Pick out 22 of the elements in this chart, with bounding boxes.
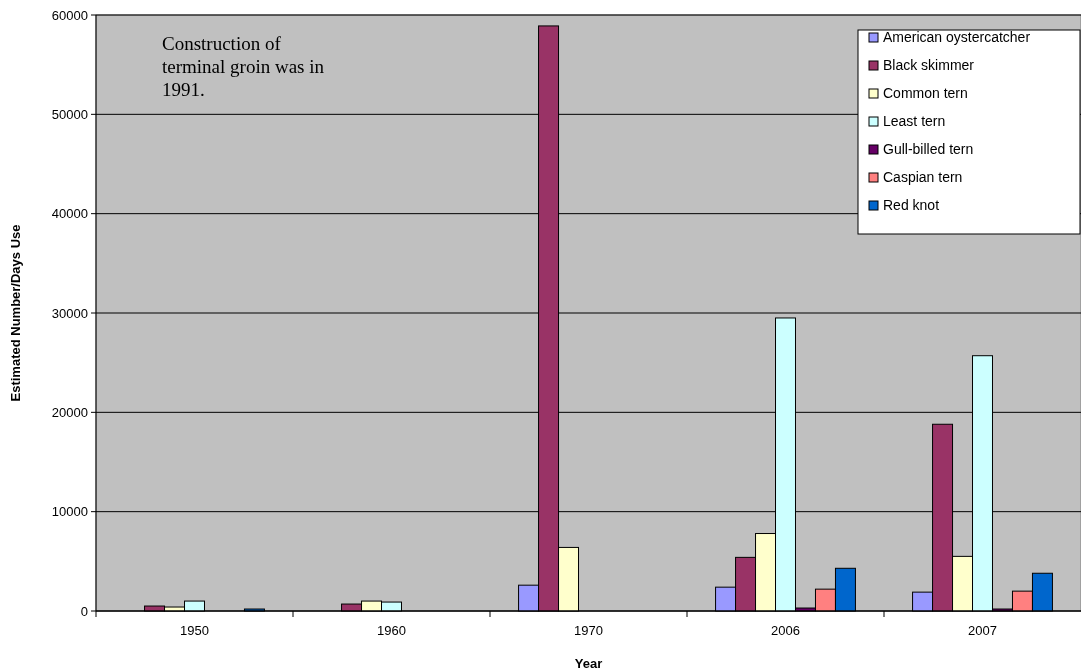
y-tick-label: 10000 — [51, 504, 88, 520]
legend-label: Black skimmer — [883, 57, 975, 73]
y-tick-label: 40000 — [51, 206, 88, 222]
x-tick-label: 1970 — [574, 623, 603, 638]
legend-label: Least tern — [883, 113, 946, 129]
legend-label: Caspian tern — [883, 169, 963, 185]
annotation: Construction of terminal groin was in 1991. — [162, 33, 325, 100]
legend-label: Red knot — [883, 197, 940, 213]
x-tick-label: 2006 — [771, 623, 800, 638]
y-tick-label: 30000 — [51, 305, 88, 321]
y-axis-title: Estimated Number/Days Use — [8, 224, 23, 402]
x-tick-label: 1960 — [377, 623, 406, 638]
legend-label: Gull-billed tern — [883, 141, 974, 157]
legend-label: Common tern — [883, 85, 968, 101]
x-tick-label: 2007 — [968, 623, 997, 638]
y-tick-label: 0 — [80, 603, 88, 619]
y-tick-label: 60000 — [51, 7, 88, 23]
x-tick-label: 1950 — [180, 623, 209, 638]
y-tick-label: 20000 — [51, 404, 88, 420]
legend-label: American oystercatcher — [883, 29, 1031, 45]
y-tick-label: 50000 — [51, 106, 88, 122]
x-axis-title: Year — [574, 656, 603, 671]
